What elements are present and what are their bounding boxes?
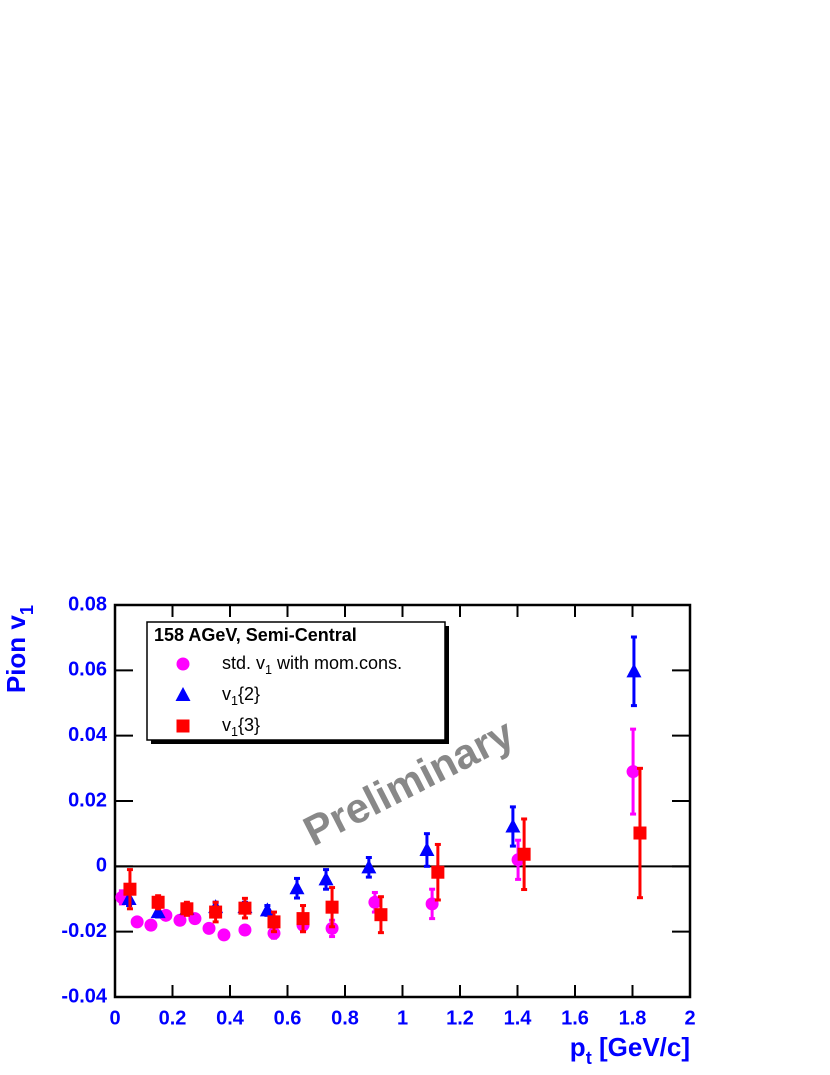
text-part: std. v xyxy=(222,653,265,673)
point xyxy=(267,926,281,940)
y-tick-label: 0.06 xyxy=(68,659,107,681)
y-tick-label: 0 xyxy=(96,855,107,877)
point xyxy=(173,913,187,927)
point xyxy=(238,923,252,937)
point xyxy=(368,895,382,909)
x-tick-label: 2 xyxy=(684,1007,695,1029)
x-tick-label: 0.4 xyxy=(216,1007,245,1029)
point xyxy=(209,905,223,919)
y-tick-label: -0.02 xyxy=(61,920,107,942)
text-part: Pion v xyxy=(1,615,31,694)
y-tick-label: 0.04 xyxy=(68,724,108,746)
point xyxy=(144,918,158,932)
legend-label: v1{3} xyxy=(222,715,260,740)
point xyxy=(505,818,521,833)
point xyxy=(202,921,216,935)
legend-label: std. v1 with mom.cons. xyxy=(222,653,402,678)
subscript: 1 xyxy=(265,663,272,677)
point xyxy=(217,928,231,942)
x-tick-label: 0.2 xyxy=(159,1007,187,1029)
point xyxy=(633,826,647,840)
point xyxy=(151,895,165,909)
x-tick-label: 1.8 xyxy=(619,1007,647,1029)
point xyxy=(318,871,334,886)
subscript: 1 xyxy=(231,694,238,708)
point xyxy=(325,900,339,914)
point xyxy=(296,912,310,926)
point xyxy=(289,880,305,895)
legend-marker xyxy=(176,657,190,671)
subscript: 1 xyxy=(17,605,37,615)
point xyxy=(130,915,144,929)
point xyxy=(626,663,642,678)
point xyxy=(238,901,252,915)
point xyxy=(150,904,166,919)
text-part: v xyxy=(222,715,231,735)
y-tick-label: 0.02 xyxy=(68,789,107,811)
x-tick-label: 0.6 xyxy=(274,1007,302,1029)
y-tick-label: -0.04 xyxy=(61,985,107,1007)
point xyxy=(517,847,531,861)
legend-marker xyxy=(176,719,190,733)
x-tick-label: 1.6 xyxy=(561,1007,589,1029)
text-part: {2} xyxy=(238,684,260,704)
text-part: v xyxy=(222,684,231,704)
point xyxy=(267,915,281,929)
text-part: p xyxy=(570,1032,586,1062)
text-part: with mom.cons. xyxy=(272,653,402,673)
point xyxy=(374,908,388,922)
x-tick-label: 0 xyxy=(109,1007,120,1029)
legend-marker xyxy=(175,687,191,701)
point xyxy=(626,765,640,779)
point xyxy=(180,902,194,916)
point xyxy=(159,908,173,922)
x-tick-label: 1.4 xyxy=(504,1007,533,1029)
point xyxy=(188,912,202,926)
point xyxy=(123,882,137,896)
point xyxy=(325,921,339,935)
plot-frame xyxy=(113,603,692,999)
x-axis-label: pt [GeV/c] xyxy=(570,1032,690,1068)
point xyxy=(361,859,377,874)
text-part: [GeV/c] xyxy=(592,1032,690,1062)
subscript: 1 xyxy=(231,725,238,739)
legend-box xyxy=(146,621,446,741)
y-axis-label: Pion v1 xyxy=(1,605,37,693)
x-tick-label: 0.8 xyxy=(331,1007,359,1029)
x-tick-label: 1.2 xyxy=(446,1007,474,1029)
text-part: {3} xyxy=(238,715,260,735)
legend-label: v1{2} xyxy=(222,684,260,709)
x-tick-label: 1 xyxy=(397,1007,408,1029)
point xyxy=(431,865,445,879)
point xyxy=(419,842,435,856)
legend-title: 158 AGeV, Semi-Central xyxy=(154,625,357,645)
subscript: t xyxy=(586,1048,592,1068)
y-tick-label: 0.08 xyxy=(68,593,107,615)
